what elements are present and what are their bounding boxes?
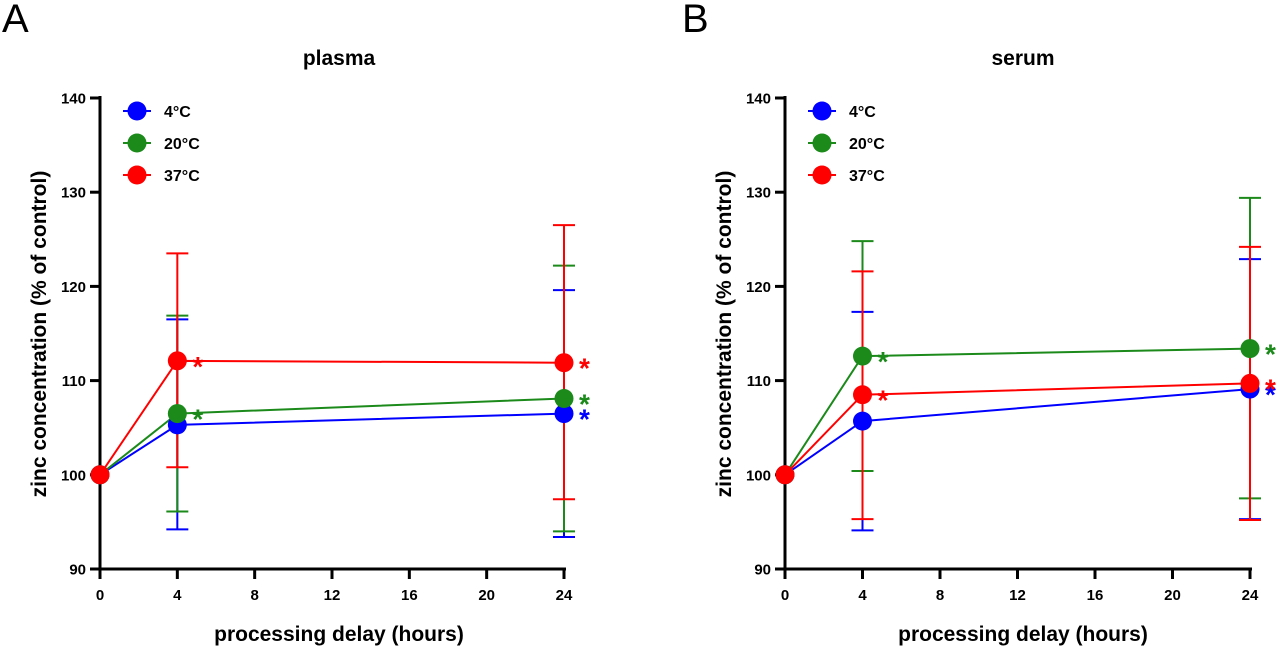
legend-item-4°C: 4°C [808,101,876,121]
chart-title: plasma [303,47,376,70]
y-tick-label: 90 [754,562,771,579]
legend-marker [127,165,147,185]
legend-item-37°C: 37°C [808,165,885,185]
y-axis-label: zinc concentration (% of control) [713,171,736,498]
x-tick-label: 0 [781,587,789,604]
x-tick-label: 20 [478,587,495,604]
chart-title: serum [991,47,1054,70]
significance-marker: * [579,353,590,384]
x-tick-label: 24 [556,587,573,604]
significance-marker: * [1265,373,1276,404]
legend-label: 20°C [164,136,200,153]
x-tick-label: 16 [401,587,418,604]
legend-marker [127,101,147,121]
data-point-37°C [1240,373,1260,393]
legend-label: 4°C [164,104,191,121]
panel-letter-a: A [2,0,29,41]
data-point-20°C [167,404,187,424]
legend-label: 4°C [849,104,876,121]
x-tick-label: 8 [936,587,944,604]
data-point-20°C [1240,339,1260,359]
legend-item-4°C: 4°C [123,101,191,121]
x-tick-label: 16 [1087,587,1104,604]
data-point-20°C [554,388,574,408]
y-tick-label: 140 [61,91,86,108]
significance-marker: * [192,404,203,435]
y-tick-label: 140 [746,91,771,108]
y-tick-label: 120 [746,279,771,296]
x-tick-label: 24 [1242,587,1259,604]
y-tick-label: 90 [69,562,86,579]
x-tick-label: 0 [96,587,104,604]
y-tick-label: 100 [746,467,771,484]
legend-item-20°C: 20°C [808,133,885,153]
legend-marker [127,133,147,153]
y-tick-label: 100 [61,467,86,484]
significance-marker: * [1265,379,1276,410]
legend-item-20°C: 20°C [123,133,200,153]
panel-letter-b: B [682,0,709,41]
x-tick-label: 8 [250,587,258,604]
series-line-20°C [784,347,1251,476]
data-point-37°C [554,353,574,373]
legend-marker [812,101,832,121]
x-tick-label: 12 [1009,587,1026,604]
legend-item-37°C: 37°C [123,165,200,185]
legend-label: 37°C [164,168,200,185]
x-tick-label: 4 [858,587,867,604]
x-axis-label: processing delay (hours) [898,623,1148,646]
legend-label: 20°C [849,136,885,153]
y-tick-label: 110 [747,373,771,390]
data-point-37°C [853,385,872,405]
y-tick-label: 120 [61,279,86,296]
data-point-37°C [90,465,110,485]
y-axis-label: zinc concentration (% of control) [28,171,51,498]
significance-marker: * [1265,339,1276,370]
x-axis-label: processing delay (hours) [214,623,464,646]
significance-marker: * [878,346,889,377]
significance-marker: * [579,404,590,435]
data-point-4°C [554,404,574,424]
significance-marker: * [192,351,203,382]
significance-marker: * [878,385,889,416]
serum-chart: serum 90 100 110 120 130 140 0 4 8 12 16 20 24 process… [713,47,1276,646]
data-point-37°C [775,465,795,485]
data-point-20°C [853,346,872,366]
x-tick-label: 4 [173,587,182,604]
data-point-4°C [853,411,872,431]
x-tick-label: 20 [1164,587,1181,604]
y-tick-label: 130 [61,185,86,202]
legend-marker [812,133,832,153]
y-tick-label: 110 [62,373,86,390]
y-tick-label: 130 [746,185,771,202]
legend-label: 37°C [849,168,885,185]
x-tick-label: 12 [324,587,341,604]
significance-marker: * [579,388,590,419]
plasma-chart: plasma 90 100 110 120 130 140 0 4 8 12 16 20 24 proces… [28,47,590,646]
data-point-37°C [167,351,187,371]
legend-marker [812,165,832,185]
